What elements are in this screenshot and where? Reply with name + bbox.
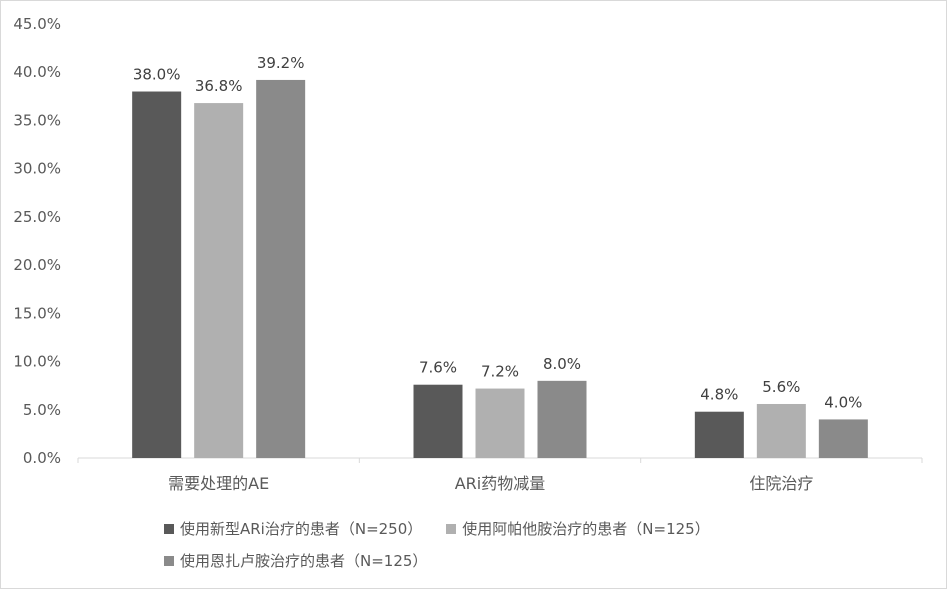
bar (194, 103, 244, 458)
legend-item-series-2: 使用阿帕他胺治疗的患者（N=125） (446, 517, 710, 541)
data-labels-group: 38.0% 36.8% 39.2% 7.6% 7.2% 8.0% 4.8% 5.6% 4.0% (133, 54, 863, 411)
legend-item-series-3: 使用恩扎卢胺治疗的患者（N=125） (164, 549, 427, 573)
x-axis: 需要处理的AE ARi药物减量 住院治疗 (77, 457, 923, 493)
bars-group (132, 79, 868, 458)
legend-row-1: 使用新型ARi治疗的患者（N=250） 使用阿帕他胺治疗的患者（N=125） (164, 513, 864, 545)
bar (694, 411, 744, 458)
legend-label-2: 使用阿帕他胺治疗的患者（N=125） (462, 520, 710, 538)
y-tick-label: 40.0% (13, 63, 61, 81)
legend-item-series-1: 使用新型ARi治疗的患者（N=250） (164, 517, 422, 541)
legend-swatch-2 (446, 524, 457, 534)
data-label: 39.2% (257, 54, 305, 72)
legend-row-2: 使用恩扎卢胺治疗的患者（N=125） (164, 545, 864, 577)
data-label: 4.8% (700, 386, 738, 404)
y-tick-label: 20.0% (13, 256, 61, 274)
y-tick-label: 5.0% (23, 401, 61, 419)
bar (413, 384, 463, 458)
data-label: 7.2% (481, 363, 519, 381)
x-category-label: 住院治疗 (749, 474, 813, 493)
bar (756, 403, 806, 458)
legend-swatch-1 (164, 524, 174, 534)
data-label: 38.0% (133, 66, 181, 84)
bar (818, 419, 868, 458)
y-tick-label: 0.0% (23, 449, 61, 467)
data-label: 8.0% (543, 355, 581, 373)
y-axis: 0.0% 5.0% 10.0% 15.0% 20.0% 25.0% 30.0% 35.0% 40… (13, 15, 61, 467)
data-label: 36.8% (195, 77, 243, 95)
y-tick-label: 15.0% (13, 304, 61, 322)
bar (475, 388, 525, 458)
x-category-label: 需要处理的AE (168, 474, 269, 493)
legend-label-3: 使用恩扎卢胺治疗的患者（N=125） (180, 552, 428, 570)
data-label: 5.6% (762, 378, 800, 396)
bar (537, 380, 587, 458)
y-tick-label: 30.0% (13, 160, 61, 178)
y-tick-label: 35.0% (13, 111, 61, 129)
legend-label-1: 使用新型ARi治疗的患者（N=250） (180, 520, 423, 538)
y-tick-label: 45.0% (13, 15, 61, 33)
y-tick-label: 10.0% (13, 353, 61, 371)
x-category-label: ARi药物减量 (455, 474, 546, 493)
data-label: 4.0% (824, 393, 862, 411)
legend-swatch-3 (164, 556, 174, 566)
bar (132, 91, 182, 458)
y-tick-label: 25.0% (13, 208, 61, 226)
legend: 使用新型ARi治疗的患者（N=250） 使用阿帕他胺治疗的患者（N=125） 使… (164, 513, 864, 577)
data-label: 7.6% (419, 359, 457, 377)
bar (256, 79, 306, 458)
